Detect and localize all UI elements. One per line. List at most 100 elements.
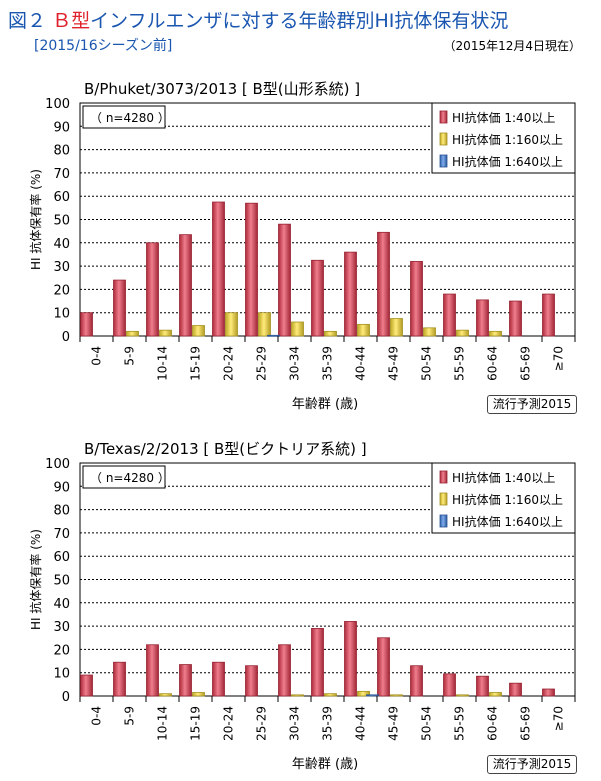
y-tick-label: 90 xyxy=(53,120,70,135)
bar-s1 xyxy=(509,682,522,697)
x-tick-label: 65-69 xyxy=(519,706,533,741)
x-tick-label: 30-34 xyxy=(288,346,302,381)
legend-swatch xyxy=(439,110,448,124)
chart-svg: 0 10 20 30 40 50 60 70 80 90 100 0-4 5-9 10-14 15-19 20… xyxy=(28,457,576,772)
x-tick-label: 25-29 xyxy=(255,346,269,381)
x-tick-label: 5-9 xyxy=(123,346,137,366)
bar-s1 xyxy=(245,665,258,697)
x-tick-label: 60-64 xyxy=(486,346,500,381)
title-type: Ｂ型 xyxy=(52,10,91,32)
x-tick-label: 55-59 xyxy=(453,706,467,741)
bar-s1 xyxy=(443,293,456,337)
figure-label: 図２ xyxy=(8,10,47,32)
bar-s2 xyxy=(357,690,370,697)
legend-swatch xyxy=(439,132,448,146)
report-date: （2015年12月4日現在） xyxy=(443,39,581,53)
x-tick-label: 10-14 xyxy=(156,706,170,741)
bar-s2 xyxy=(192,325,205,337)
x-tick-label: 45-49 xyxy=(387,706,401,741)
sample-size-label: （ n=4280 ） xyxy=(90,111,170,125)
legend-label: HI抗体価 1:40以上 xyxy=(452,110,555,125)
y-tick-label: 80 xyxy=(53,504,70,519)
x-tick-label: 35-39 xyxy=(321,346,335,381)
x-tick-label: 20-24 xyxy=(222,346,236,381)
y-tick-label: 30 xyxy=(53,620,70,635)
y-tick-label: 40 xyxy=(53,597,70,612)
y-tick-label: 10 xyxy=(53,307,70,322)
x-tick-label: 0-4 xyxy=(90,706,104,726)
x-axis-title: 年齢群 (歳) xyxy=(292,757,358,772)
bar-s1 xyxy=(80,674,93,697)
bar-s1 xyxy=(245,202,258,337)
legend-label: HI抗体価 1:640以上 xyxy=(452,514,563,529)
bar-s2 xyxy=(291,321,304,337)
x-tick-label: 25-29 xyxy=(255,706,269,741)
y-tick-label: 20 xyxy=(53,283,70,298)
y-tick-label: 50 xyxy=(53,214,70,229)
bar-s1 xyxy=(146,242,159,337)
bar-s1 xyxy=(212,201,225,337)
bar-s3 xyxy=(366,694,379,697)
x-tick-label: 40-44 xyxy=(354,346,368,381)
y-tick-label: 90 xyxy=(53,480,70,495)
bar-s1 xyxy=(179,234,192,337)
bar-s2 xyxy=(390,318,403,337)
bar-s1 xyxy=(509,300,522,337)
y-tick-label: 0 xyxy=(62,690,70,705)
bar-s1 xyxy=(344,251,357,337)
y-tick-label: 70 xyxy=(53,527,70,542)
chart-yamagata: B/Phuket/3073/2013 [ B型(山形系統) ] 0 10 20 30 4… xyxy=(28,80,577,414)
sample-box xyxy=(82,105,166,129)
bar-s1 xyxy=(113,279,126,337)
x-tick-label: 45-49 xyxy=(387,346,401,381)
season-subtitle: [2015/16シーズン前] xyxy=(34,38,173,54)
bar-s2 xyxy=(357,323,370,337)
bar-s1 xyxy=(443,673,456,697)
legend-swatch xyxy=(439,470,448,484)
x-tick-label: 20-24 xyxy=(222,706,236,741)
bar-s2 xyxy=(489,330,502,337)
bar-s1 xyxy=(311,628,324,697)
sample-box xyxy=(82,465,166,489)
x-tick-label: 10-14 xyxy=(156,346,170,381)
bar-s1 xyxy=(80,312,93,337)
y-tick-label: 60 xyxy=(53,550,70,565)
x-tick-label: 15-19 xyxy=(189,706,203,741)
bar-s1 xyxy=(542,293,555,337)
bar-s1 xyxy=(311,259,324,337)
bar-s2 xyxy=(159,693,172,697)
bar-s2 xyxy=(192,692,205,697)
bar-s2 xyxy=(159,329,172,337)
y-tick-label: 60 xyxy=(53,190,70,205)
legend-swatch xyxy=(439,514,448,528)
bar-s1 xyxy=(476,299,489,337)
legend-swatch xyxy=(439,154,448,168)
bar-s2 xyxy=(225,312,238,337)
bar-s1 xyxy=(113,661,126,697)
x-axis-title: 年齢群 (歳) xyxy=(292,397,358,412)
title-text: インフルエンザに対する年齢群別HI抗体保有状況 xyxy=(90,10,509,32)
y-tick-label: 50 xyxy=(53,574,70,589)
legend-box xyxy=(431,102,576,174)
source-badge: 流行予測2015 xyxy=(487,755,577,774)
chart-title: B/Phuket/3073/2013 [ B型(山形系統) ] xyxy=(84,80,361,98)
y-axis-title: HI 抗体保有率 (%) xyxy=(28,169,43,270)
x-tick-label: ≥70 xyxy=(552,346,566,371)
y-tick-label: 70 xyxy=(53,167,70,182)
figure-title: 図２ Ｂ型インフルエンザに対する年齢群別HI抗体保有状況 xyxy=(8,6,508,33)
bar-s2 xyxy=(390,694,403,697)
x-tick-label: 35-39 xyxy=(321,706,335,741)
x-tick-label: 60-64 xyxy=(486,706,500,741)
y-tick-label: 30 xyxy=(53,260,70,275)
x-tick-label: 65-69 xyxy=(519,346,533,381)
source-badge: 流行予測2015 xyxy=(487,395,577,414)
y-tick-label: 40 xyxy=(53,237,70,252)
chart-victoria: B/Texas/2/2013 [ B型(ビクトリア系統) ] 0 10 20 30 40… xyxy=(0,360,601,781)
bar-s2 xyxy=(489,692,502,697)
legend-swatch xyxy=(439,492,448,506)
bar-s1 xyxy=(476,675,489,697)
bar-s1 xyxy=(542,688,555,697)
bar-s2 xyxy=(258,312,271,337)
legend-label: HI抗体価 1:160以上 xyxy=(452,492,563,507)
legend-label: HI抗体価 1:640以上 xyxy=(452,154,563,169)
